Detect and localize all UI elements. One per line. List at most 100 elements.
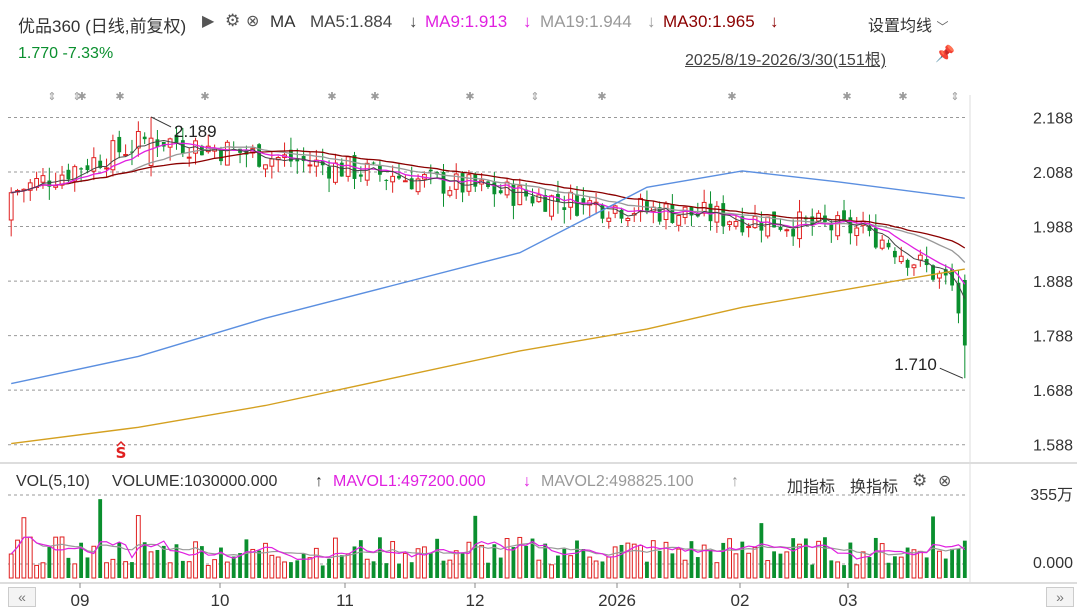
event-marker: ⇕ [530, 90, 539, 103]
candle-body [810, 216, 815, 226]
close-icon[interactable]: ⊗ [246, 13, 260, 30]
candle-body [956, 282, 961, 314]
candle-body [530, 196, 535, 204]
add-indicator-button[interactable]: 加指标 [787, 479, 836, 496]
volume-bar [600, 561, 605, 578]
candle-body [186, 156, 192, 159]
high-annotation-arrow [150, 116, 172, 128]
candle-body [892, 250, 897, 258]
volume-bar [135, 515, 141, 579]
volume-bar [231, 556, 236, 578]
candle-body [364, 162, 370, 181]
volume-gear-icon[interactable]: ⚙ [912, 471, 928, 490]
volume-close-icon[interactable]: ⊗ [938, 473, 952, 490]
candle-body [263, 164, 268, 170]
volume-bar [479, 544, 485, 579]
volume-bar [530, 538, 535, 578]
switch-indicator-button[interactable]: 换指标 [850, 479, 899, 496]
candle-body [962, 280, 967, 346]
volume-bar [257, 550, 262, 578]
volume-bar [200, 546, 204, 578]
volume-bar [275, 556, 281, 579]
mavol1: MAVOL1:497200.000 [333, 473, 486, 490]
volume-bar [823, 537, 827, 578]
candle-body [606, 217, 612, 222]
volume-bar [295, 560, 300, 578]
volume-bar [797, 543, 802, 579]
candle-body [740, 216, 745, 233]
event-marker: ✱ [77, 90, 86, 103]
volume-bar [733, 553, 739, 579]
candle-body [447, 190, 453, 196]
sell-signal-arrow [116, 440, 126, 447]
gear-icon[interactable]: ⚙ [225, 11, 241, 30]
candle-body [867, 225, 872, 231]
volume-bar [879, 543, 885, 579]
mavol2-line [10, 536, 965, 559]
candle-body [135, 130, 141, 149]
volume-bar [931, 516, 935, 578]
y-tick-label: 1.788 [1033, 329, 1073, 346]
volume-bar [263, 542, 268, 579]
volume-arrow: ↑ [315, 473, 323, 490]
volume-value: VOLUME:1030000.000 [112, 473, 278, 490]
candle-body [917, 254, 923, 261]
long-ma-a-line [11, 170, 965, 385]
volume-bar [784, 551, 790, 579]
candle-body [511, 183, 516, 206]
volume-bar [593, 560, 599, 579]
volume-bar [587, 556, 593, 579]
event-marker: ✱ [597, 90, 606, 103]
candle-body [727, 221, 732, 226]
candle-body [746, 225, 752, 228]
volume-bar [956, 548, 961, 578]
volume-bar [142, 542, 147, 578]
volume-bar [714, 562, 720, 579]
volume-bar [79, 542, 84, 578]
volume-bar [606, 556, 612, 579]
volume-bar [898, 556, 904, 579]
candle-body [575, 194, 579, 216]
volume-bar [625, 542, 631, 579]
ma5-label: MA5:1.884 [310, 12, 393, 31]
candle-body [759, 221, 764, 231]
candle-body [898, 255, 904, 263]
ma5-line [11, 139, 966, 299]
scroll-right-button[interactable]: » [1046, 587, 1074, 607]
volume-bar [867, 557, 872, 578]
pin-icon[interactable]: 📌 [935, 46, 955, 63]
scroll-left-button[interactable]: « [8, 587, 36, 607]
volume-bar [307, 557, 313, 579]
volume-bar [803, 538, 808, 578]
candle-body [657, 207, 662, 222]
volume-bar [371, 561, 376, 578]
candle-body [848, 217, 853, 234]
event-marker: ⇕ [950, 90, 959, 103]
volume-bar [759, 523, 764, 578]
play-icon[interactable]: ▶ [202, 13, 215, 30]
volume-bar [339, 555, 344, 578]
volume-bar [415, 548, 421, 579]
volume-bar [110, 558, 116, 579]
settings-ma-button[interactable]: 设置均线 ﹀ [868, 12, 948, 36]
volume-bar [85, 557, 90, 578]
volume-bar [816, 540, 822, 579]
candle-body [842, 210, 846, 220]
volume-bar [435, 538, 440, 578]
volume-bar [645, 561, 649, 578]
candle-body [174, 134, 179, 144]
volume-bar [193, 541, 198, 579]
date-range[interactable]: 2025/8/19-2026/3/30(151根) [685, 52, 887, 69]
volume-bar [492, 544, 497, 578]
candle-body [148, 137, 154, 166]
candle-body [117, 136, 122, 153]
mavol1-arrow: ↓ [523, 473, 531, 490]
low-annotation-label: 1.710 [894, 355, 937, 374]
candle-body [224, 141, 230, 166]
volume-bar [486, 562, 490, 578]
volume-bar [911, 549, 917, 579]
volume-bar [498, 557, 503, 578]
volume-bar [778, 553, 783, 578]
